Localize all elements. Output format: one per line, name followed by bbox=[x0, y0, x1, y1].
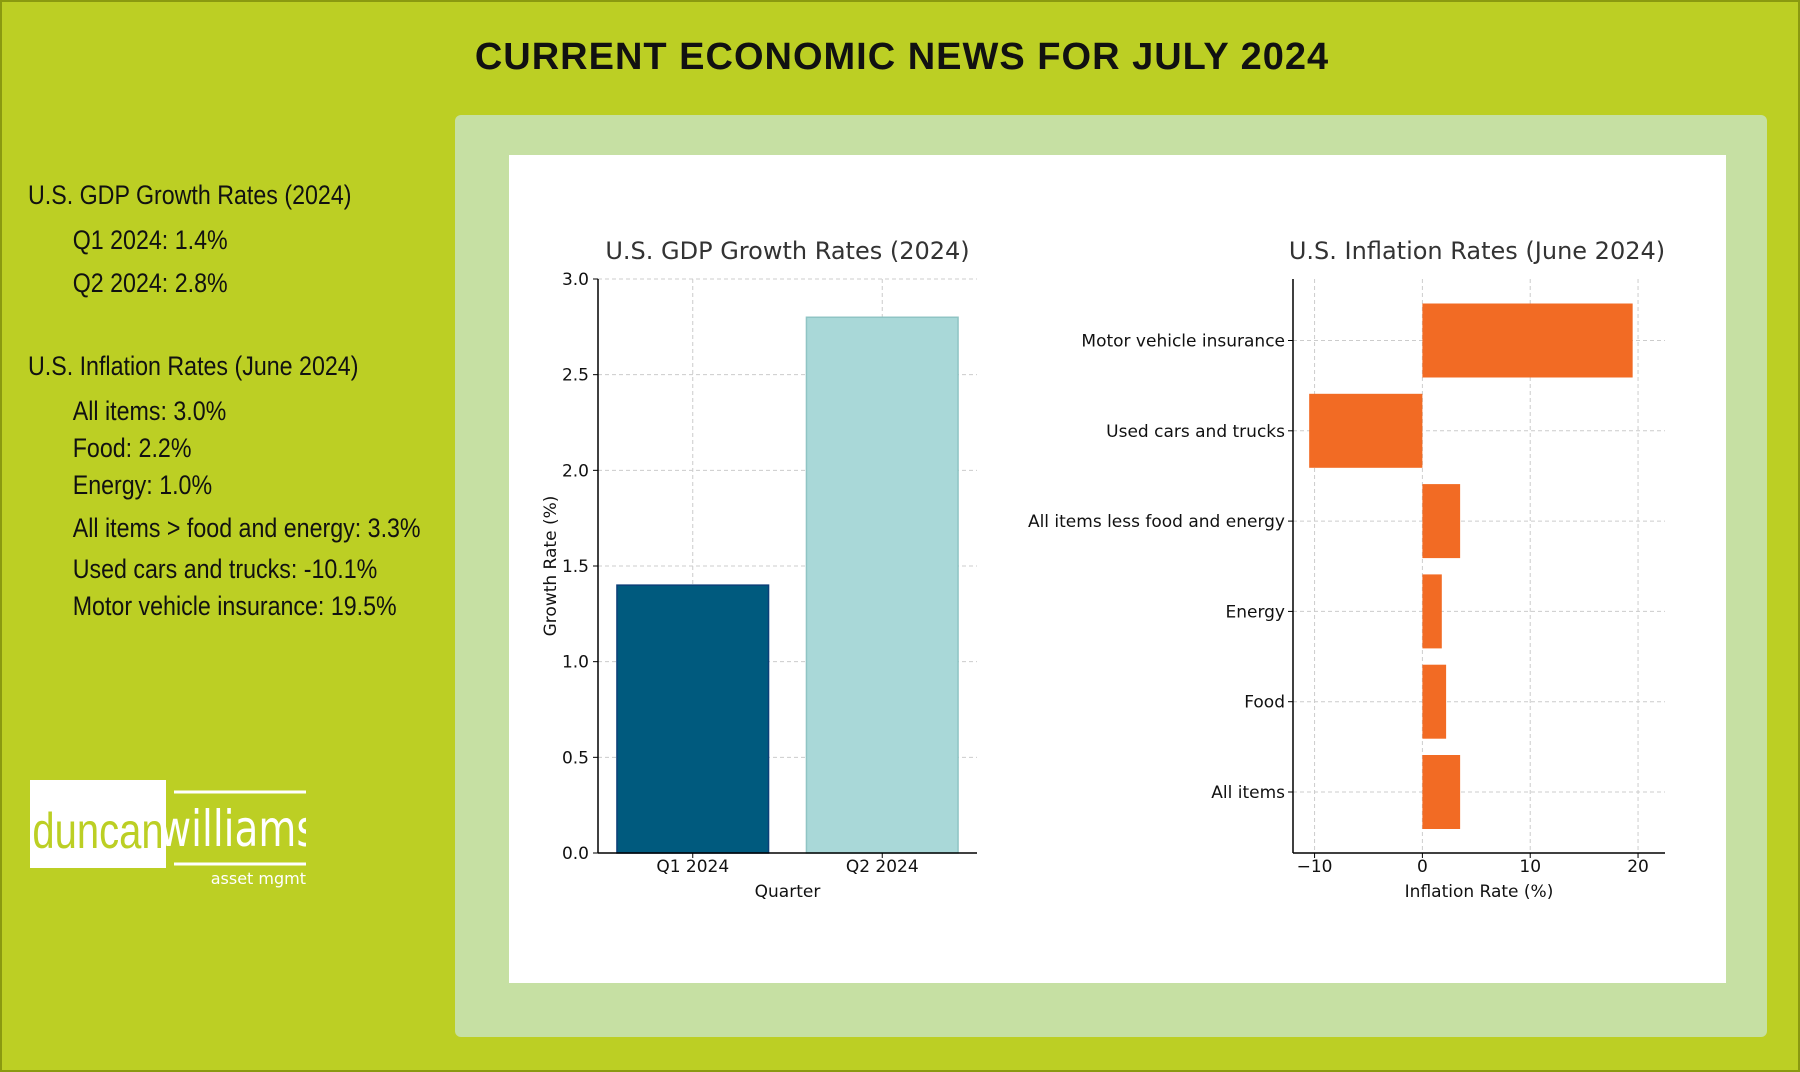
inflation-stat-food: Food: 2.2% bbox=[72, 433, 192, 463]
logo-tagline: asset mgmt bbox=[211, 869, 306, 888]
gdp-summary-title: U.S. GDP Growth Rates (2024) bbox=[28, 180, 352, 210]
inflation-bar bbox=[1422, 574, 1442, 649]
inflation-y-tick-label: Food bbox=[1244, 693, 1285, 713]
inflation-stat-used-cars: Used cars and trucks: -10.1% bbox=[72, 554, 378, 584]
gdp-y-tick-label: 2.5 bbox=[562, 366, 589, 386]
chart-canvas: 0.0 0.5 1.0 1.5 2.0 2.5 3.0 Q1 2024 Q2 2024 U.S. … bbox=[509, 155, 1726, 983]
inflation-y-tick-label: All items bbox=[1211, 783, 1285, 803]
gdp-bar bbox=[616, 584, 770, 854]
inflation-stat-all-items: All items: 3.0% bbox=[72, 396, 227, 426]
inflation-x-tick-label: −10 bbox=[1297, 857, 1333, 877]
gdp-stat-q1: Q1 2024: 1.4% bbox=[72, 225, 228, 255]
gdp-x-axis-label: Quarter bbox=[755, 882, 821, 902]
page-title: CURRENT ECONOMIC NEWS FOR JULY 2024 bbox=[474, 36, 1330, 78]
gdp-x-tick-label: Q1 2024 bbox=[656, 857, 729, 877]
logo-word-duncan: duncan bbox=[32, 803, 163, 859]
gdp-y-tick-label: 1.5 bbox=[562, 557, 589, 577]
gdp-y-tick-label: 3.0 bbox=[562, 270, 589, 290]
inflation-y-tick-label: Motor vehicle insurance bbox=[1081, 332, 1285, 352]
gdp-y-tick-label: 0.0 bbox=[562, 844, 589, 864]
inflation-x-tick-label: 20 bbox=[1627, 857, 1649, 877]
summary-panel: U.S. GDP Growth Rates (2024) Q1 2024: 1.… bbox=[28, 180, 458, 622]
inflation-stat-energy: Energy: 1.0% bbox=[72, 470, 213, 500]
inflation-stat-core: All items > food and energy: 3.3% bbox=[72, 513, 421, 543]
inflation-x-axis-label: Inflation Rate (%) bbox=[1405, 882, 1554, 902]
inflation-x-tick-label: 10 bbox=[1519, 857, 1541, 877]
gdp-chart-title: U.S. GDP Growth Rates (2024) bbox=[605, 237, 969, 265]
gdp-stat-q2: Q2 2024: 2.8% bbox=[72, 268, 228, 298]
inflation-bar bbox=[1422, 755, 1461, 829]
gdp-y-tick-label: 1.0 bbox=[562, 653, 589, 673]
inflation-y-tick-label: Used cars and trucks bbox=[1106, 422, 1285, 442]
inflation-stat-insurance: Motor vehicle insurance: 19.5% bbox=[72, 591, 397, 621]
charts-svg: 0.0 0.5 1.0 1.5 2.0 2.5 3.0 Q1 2024 Q2 2024 U.S. … bbox=[541, 237, 1665, 902]
inflation-x-tick-label: 0 bbox=[1417, 857, 1428, 877]
gdp-y-axis-label: Growth Rate (%) bbox=[541, 496, 561, 637]
inflation-bar bbox=[1422, 484, 1461, 559]
gdp-y-tick-label: 0.5 bbox=[562, 748, 589, 768]
inflation-bar bbox=[1309, 393, 1423, 468]
duncan-williams-logo: duncan williams asset mgmt bbox=[30, 780, 306, 888]
gdp-x-tick-label: Q2 2024 bbox=[846, 857, 919, 877]
gdp-bar bbox=[805, 316, 959, 854]
inflation-y-tick-label: All items less food and energy bbox=[1028, 512, 1285, 532]
inflation-chart-title: U.S. Inflation Rates (June 2024) bbox=[1289, 237, 1665, 265]
logo-word-williams: williams bbox=[159, 799, 306, 858]
inflation-bar bbox=[1422, 664, 1447, 739]
inflation-summary-title: U.S. Inflation Rates (June 2024) bbox=[28, 351, 359, 381]
inflation-bar bbox=[1422, 303, 1633, 378]
inflation-y-tick-label: Energy bbox=[1225, 602, 1285, 622]
gdp-y-tick-label: 2.0 bbox=[562, 461, 589, 481]
